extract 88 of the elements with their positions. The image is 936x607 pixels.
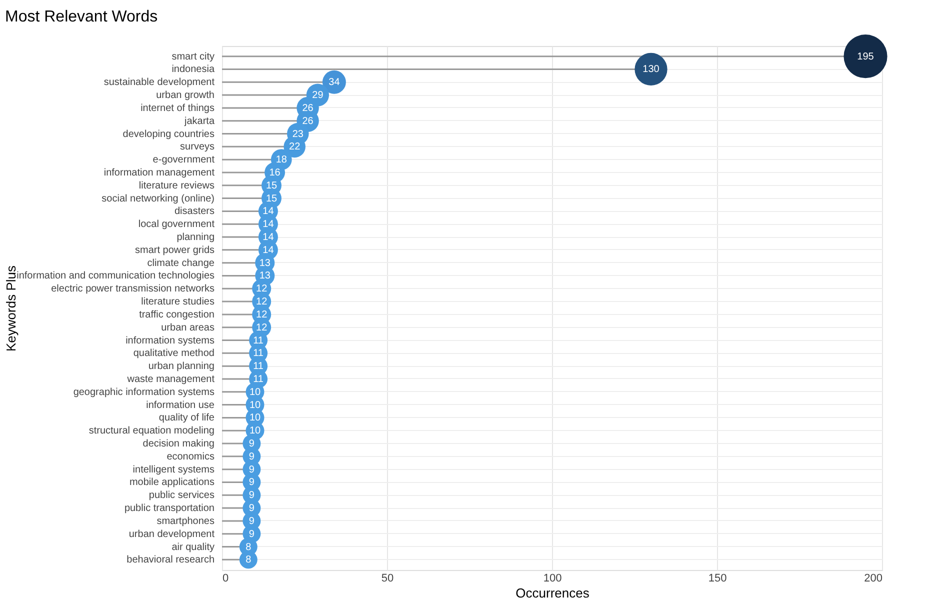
y-tick-label: electric power transmission networks: [51, 284, 214, 295]
data-label: 10: [249, 426, 261, 437]
data-label: 10: [249, 400, 261, 411]
y-tick-label: sustainable development: [104, 77, 215, 88]
data-label: 14: [262, 206, 274, 218]
data-label: 12: [256, 296, 268, 308]
x-tick-label: 0: [222, 572, 229, 584]
data-label: 8: [246, 554, 252, 566]
y-tick-label: internet of things: [140, 102, 214, 114]
data-label: 9: [248, 451, 255, 462]
y-tick-label: public services: [148, 490, 214, 502]
y-tick-label: traffic congestion: [139, 309, 214, 320]
data-label: 16: [269, 167, 281, 178]
data-label: 9: [248, 490, 255, 502]
y-tick-label: intelligent systems: [132, 464, 214, 476]
data-label: 11: [253, 348, 264, 360]
y-tick-label: information use: [146, 400, 215, 411]
x-axis-title: Occurrences: [516, 586, 590, 600]
x-tick-label: 50: [381, 572, 394, 584]
data-label: 14: [262, 219, 274, 230]
data-label: 29: [312, 90, 324, 102]
y-tick-label: economics: [166, 451, 214, 462]
data-label: 9: [248, 516, 255, 527]
data-label: 9: [248, 464, 255, 476]
x-tick-label: 100: [543, 572, 562, 584]
y-tick-label: information systems: [126, 335, 214, 346]
y-tick-label: planning: [176, 232, 214, 244]
data-label: 13: [259, 270, 271, 282]
y-tick-label: smartphones: [156, 516, 214, 527]
data-label: 9: [248, 477, 255, 488]
data-label: 195: [857, 51, 874, 62]
y-tick-label: urban planning: [148, 361, 214, 372]
data-label: 14: [262, 232, 274, 244]
y-tick-label: surveys: [180, 142, 214, 153]
data-label: 26: [302, 102, 314, 114]
y-tick-label: literature studies: [141, 296, 214, 308]
data-label: 26: [302, 116, 314, 127]
y-tick-label: waste management: [126, 374, 215, 385]
data-label: 8: [246, 542, 252, 553]
y-tick-label: structural equation modeling: [88, 426, 214, 437]
data-label: 34: [328, 77, 340, 88]
data-label: 15: [266, 180, 278, 192]
data-label: 10: [249, 412, 261, 424]
data-label: 15: [266, 193, 278, 204]
y-tick-label: climate change: [147, 258, 215, 269]
y-tick-label: air quality: [172, 542, 214, 553]
y-tick-label: behavioral research: [126, 554, 214, 566]
data-label: 23: [292, 128, 304, 140]
data-label: 11: [253, 361, 264, 372]
data-label: 130: [642, 64, 660, 76]
data-label: 11: [253, 335, 264, 346]
y-tick-label: information and communication technologies: [16, 270, 214, 282]
y-tick-label: developing countries: [122, 128, 214, 140]
x-tick-label: 150: [708, 572, 727, 584]
y-tick-label: literature reviews: [138, 180, 214, 192]
y-tick-label: smart city: [172, 51, 214, 62]
data-label: 11: [253, 374, 264, 385]
data-label: 22: [289, 142, 301, 153]
y-tick-label: local government: [138, 219, 215, 230]
y-tick-label: indonesia: [172, 64, 215, 76]
y-tick-label: geographic information systems: [73, 386, 214, 398]
y-tick-label: public transportation: [124, 503, 214, 514]
data-label: 10: [249, 386, 261, 398]
y-tick-label: qualitative method: [133, 348, 214, 360]
data-label: 14: [262, 244, 274, 256]
data-label: 12: [256, 322, 268, 334]
data-label: 12: [256, 309, 268, 320]
y-tick-label: decision making: [142, 438, 214, 450]
y-tick-label: disasters: [174, 206, 214, 218]
y-tick-label: smart power grids: [135, 244, 214, 256]
y-tick-label: jakarta: [183, 116, 215, 127]
y-tick-label: social networking (online): [102, 193, 214, 204]
data-label: 12: [256, 284, 268, 295]
y-tick-label: urban development: [128, 528, 215, 540]
y-tick-label: urban areas: [161, 322, 214, 334]
y-axis-title: Keywords Plus: [4, 265, 18, 352]
y-tick-label: e-government: [152, 154, 215, 166]
y-tick-label: urban growth: [156, 90, 214, 102]
data-label: 9: [248, 528, 255, 540]
x-tick-label: 200: [864, 572, 882, 584]
y-tick-label: quality of life: [158, 412, 215, 424]
data-label: 9: [248, 438, 255, 450]
data-label: 18: [276, 154, 288, 166]
data-label: 13: [259, 258, 271, 269]
y-tick-label: mobile applications: [129, 477, 214, 488]
y-tick-label: information management: [104, 167, 215, 178]
text: Most Relevant Words: [5, 8, 158, 26]
data-label: 9: [248, 503, 255, 514]
